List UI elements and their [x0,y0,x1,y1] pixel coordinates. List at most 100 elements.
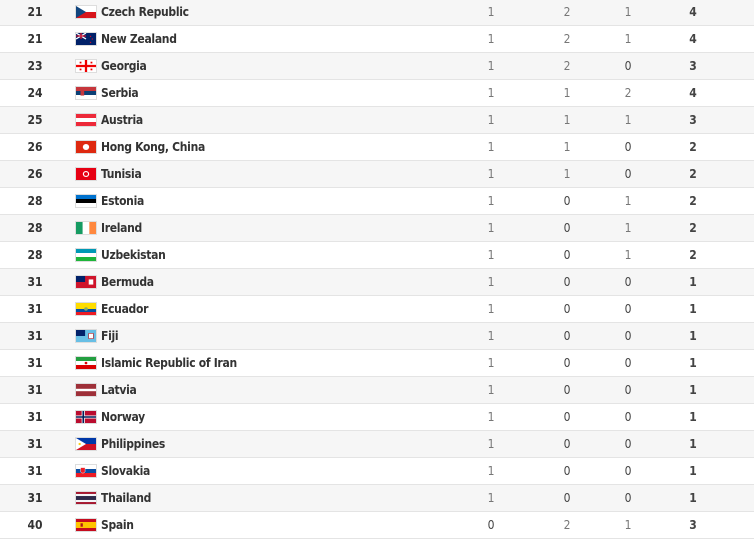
silver-count: 0 [563,355,571,370]
total-count: 1 [689,490,697,505]
rank: 31 [27,409,43,424]
table-row[interactable]: 21 Czech Republic 1 2 1 4 [0,0,754,26]
table-row[interactable]: 31 Slovakia 1 0 0 1 [0,457,754,485]
country-name[interactable]: Latvia [101,382,137,397]
flag-hong-kong-icon [75,139,97,154]
table-row[interactable]: 28 Ireland 1 0 1 2 [0,214,754,242]
country-name[interactable]: Tunisia [101,166,142,181]
flag-latvia-icon [75,382,97,397]
bronze-count: 0 [624,58,632,73]
gold-count: 1 [487,436,495,451]
table-row[interactable]: 23 Georgia 1 2 0 3 [0,52,754,80]
bronze-count: 0 [624,328,632,343]
table-row[interactable]: 26 Hong Kong, China 1 1 0 2 [0,133,754,161]
bronze-count: 0 [624,463,632,478]
gold-count: 1 [487,85,495,100]
country-name[interactable]: Ireland [101,220,142,235]
silver-count: 0 [563,436,571,451]
country-name[interactable]: Islamic Republic of Iran [101,355,237,370]
flag-georgia-icon [75,58,97,73]
table-row[interactable]: 31 Fiji 1 0 0 1 [0,322,754,350]
table-row[interactable]: 31 Latvia 1 0 0 1 [0,376,754,404]
bronze-count: 2 [624,85,632,100]
rank: 23 [27,58,43,73]
total-count: 2 [689,247,697,262]
country-name[interactable]: Hong Kong, China [101,139,205,154]
country-name[interactable]: Georgia [101,58,147,73]
gold-count: 1 [487,328,495,343]
table-row[interactable]: 31 Philippines 1 0 0 1 [0,430,754,458]
rank: 31 [27,301,43,316]
table-row[interactable]: 31 Norway 1 0 0 1 [0,403,754,431]
silver-count: 0 [563,301,571,316]
silver-count: 1 [563,139,571,154]
rank: 31 [27,463,43,478]
gold-count: 1 [487,274,495,289]
rank: 40 [27,517,43,532]
country-name[interactable]: Uzbekistan [101,247,166,262]
rank: 26 [27,166,43,181]
rank: 21 [27,31,43,46]
country-name[interactable]: Thailand [101,490,152,505]
flag-norway-icon [75,409,97,424]
country-name[interactable]: Spain [101,517,134,532]
table-row[interactable]: 28 Estonia 1 0 1 2 [0,187,754,215]
gold-count: 1 [487,220,495,235]
country-name[interactable]: Norway [101,409,145,424]
rank: 31 [27,490,43,505]
total-count: 4 [689,31,697,46]
table-row[interactable]: 31 Ecuador 1 0 0 1 [0,295,754,323]
rank: 28 [27,247,43,262]
country-name[interactable]: Slovakia [101,463,150,478]
country-name[interactable]: Czech Republic [101,4,189,19]
flag-serbia-icon [75,85,97,100]
country-name[interactable]: Ecuador [101,301,149,316]
flag-bermuda-icon [75,274,97,289]
country-name[interactable]: Philippines [101,436,165,451]
flag-austria-icon [75,112,97,127]
gold-count: 1 [487,112,495,127]
silver-count: 2 [563,4,571,19]
silver-count: 0 [563,328,571,343]
total-count: 3 [689,517,697,532]
total-count: 4 [689,85,697,100]
table-row[interactable]: 26 Tunisia 1 1 0 2 [0,160,754,188]
total-count: 2 [689,193,697,208]
total-count: 1 [689,328,697,343]
rank: 26 [27,139,43,154]
flag-thailand-icon [75,490,97,505]
silver-count: 1 [563,85,571,100]
silver-count: 2 [563,58,571,73]
table-row[interactable]: 31 Islamic Republic of Iran 1 0 0 1 [0,349,754,377]
country-name[interactable]: Austria [101,112,143,127]
country-name[interactable]: Fiji [101,328,119,343]
silver-count: 0 [563,382,571,397]
total-count: 1 [689,382,697,397]
silver-count: 0 [563,409,571,424]
total-count: 3 [689,58,697,73]
silver-count: 0 [563,490,571,505]
rank: 25 [27,112,43,127]
table-row[interactable]: 28 Uzbekistan 1 0 1 2 [0,241,754,269]
gold-count: 0 [487,517,495,532]
table-row[interactable]: 21 New Zealand 1 2 1 4 [0,25,754,53]
table-row[interactable]: 31 Bermuda 1 0 0 1 [0,268,754,296]
table-row[interactable]: 25 Austria 1 1 1 3 [0,106,754,134]
gold-count: 1 [487,139,495,154]
gold-count: 1 [487,58,495,73]
flag-philippines-icon [75,436,97,451]
gold-count: 1 [487,301,495,316]
total-count: 1 [689,355,697,370]
country-name[interactable]: New Zealand [101,31,177,46]
country-name[interactable]: Serbia [101,85,139,100]
table-row[interactable]: 24 Serbia 1 1 2 4 [0,79,754,107]
table-row[interactable]: 31 Thailand 1 0 0 1 [0,484,754,512]
total-count: 1 [689,274,697,289]
bronze-count: 0 [624,139,632,154]
country-name[interactable]: Bermuda [101,274,154,289]
table-row[interactable]: 40 Spain 0 2 1 3 [0,511,754,539]
bronze-count: 1 [624,112,632,127]
country-name[interactable]: Estonia [101,193,144,208]
bronze-count: 1 [624,247,632,262]
